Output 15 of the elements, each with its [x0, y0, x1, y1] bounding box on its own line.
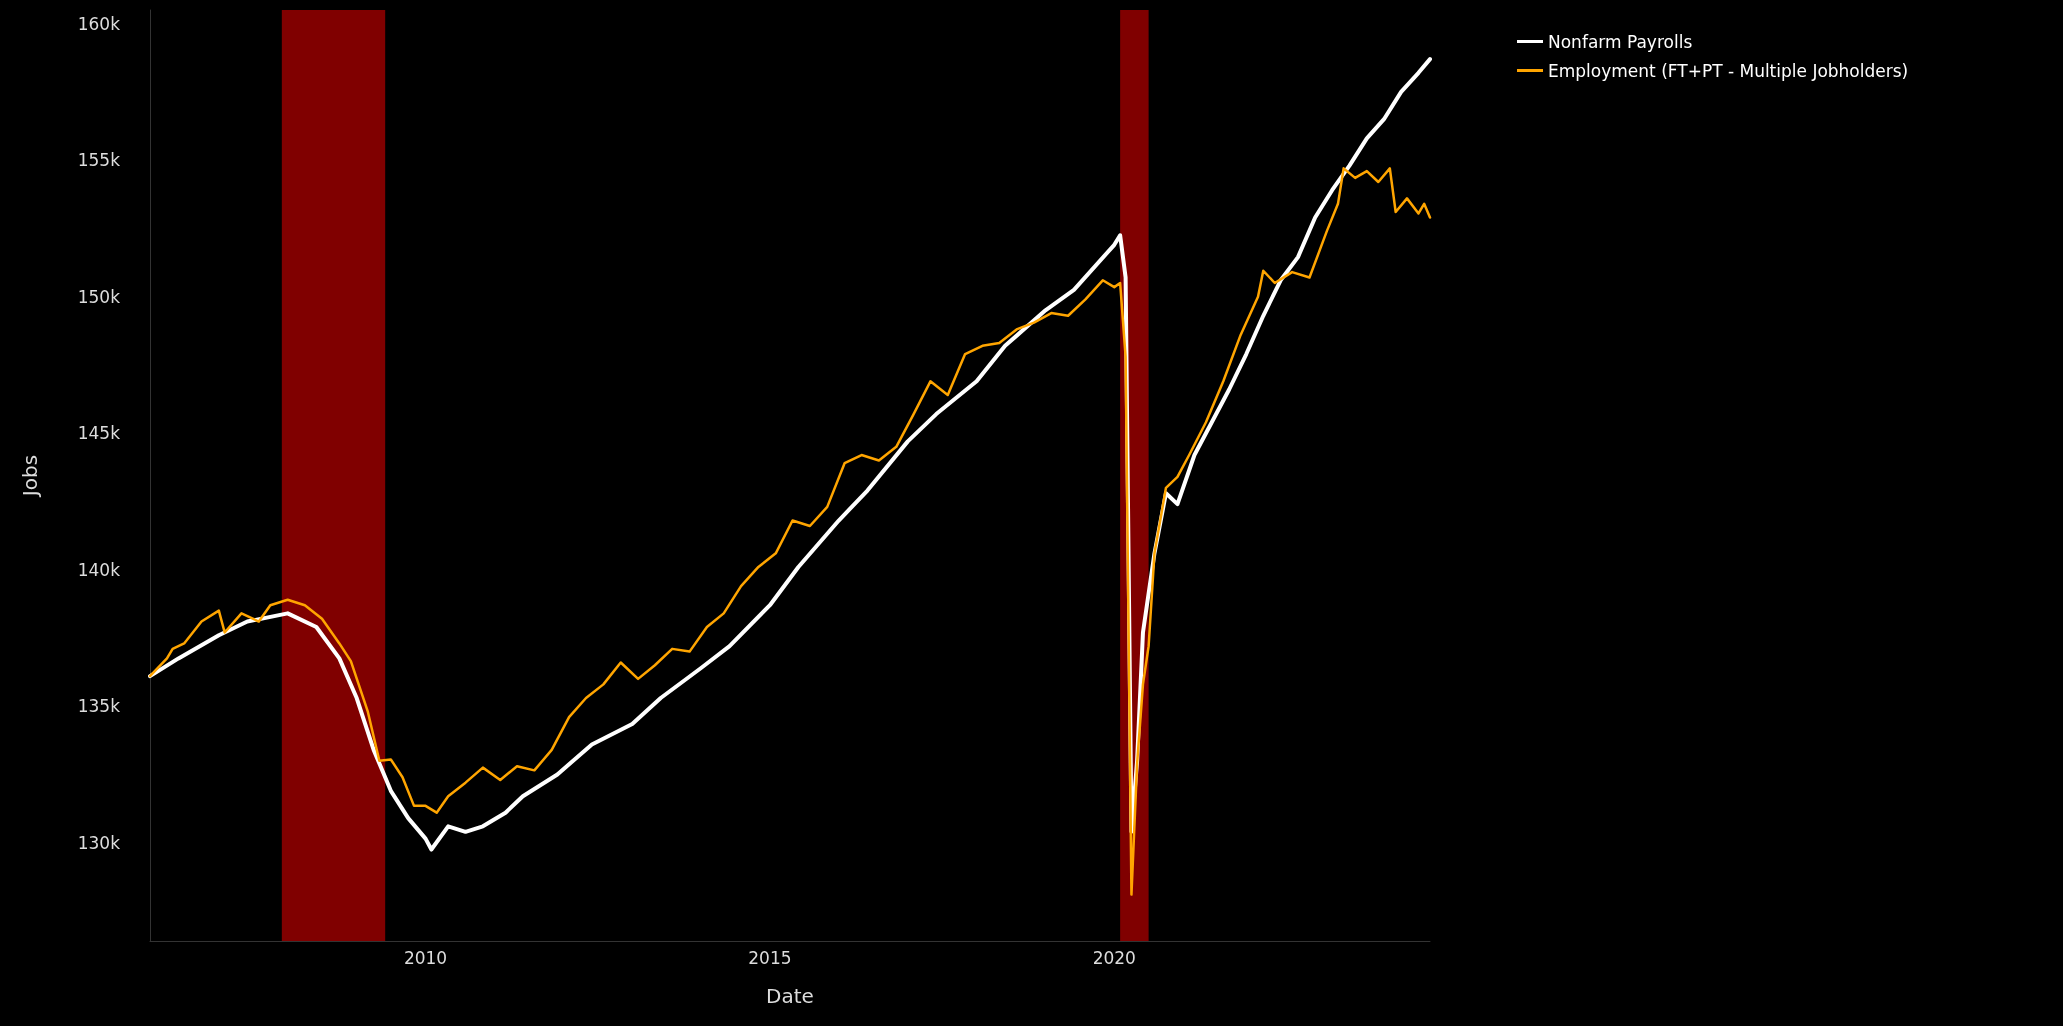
legend-label: Employment (FT+PT - Multiple Jobholders)	[1548, 60, 1909, 81]
x-tick-label: 2015	[748, 947, 792, 968]
legend-label: Nonfarm Payrolls	[1548, 31, 1693, 52]
line-series	[148, 167, 1432, 896]
y-tick-label: 140k	[77, 559, 121, 580]
y-tick-label: 130k	[77, 832, 121, 853]
y-tick-label: 135k	[77, 696, 121, 717]
y-tick-label: 145k	[77, 423, 121, 444]
y-tick-label: 160k	[77, 13, 121, 34]
x-tick-label: 2020	[1092, 947, 1136, 968]
y-tick-label: 155k	[77, 150, 121, 171]
x-tick-label: 2010	[403, 947, 448, 968]
y-axis-title: Jobs	[18, 454, 42, 499]
y-tick-label: 150k	[77, 286, 121, 307]
x-axis-title: Date	[766, 984, 814, 1008]
